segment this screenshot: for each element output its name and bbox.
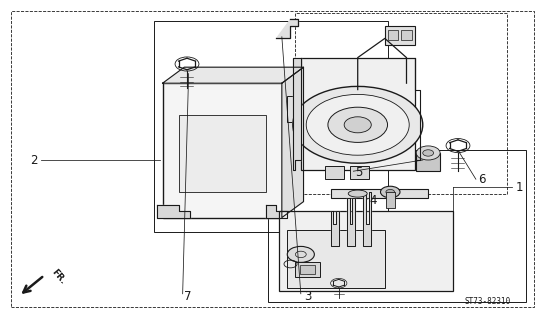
Text: FR.: FR. [50,268,67,286]
Circle shape [416,146,440,160]
Bar [163,83,282,218]
Bar [301,58,415,170]
Bar [268,150,526,302]
Text: ST73-82310: ST73-82310 [464,297,511,306]
Bar [350,166,369,179]
Circle shape [287,246,314,262]
Circle shape [293,86,423,163]
Circle shape [380,186,400,198]
Polygon shape [163,67,304,83]
Bar [331,189,428,198]
Bar [295,262,320,277]
Polygon shape [282,67,304,218]
Polygon shape [276,19,298,38]
Circle shape [306,94,409,155]
Text: 6: 6 [478,173,486,186]
Text: 1: 1 [516,181,524,194]
Bar [287,96,304,122]
Polygon shape [331,211,339,246]
Ellipse shape [348,190,367,197]
Text: 5: 5 [355,166,363,179]
Bar [154,21,388,232]
Bar [386,192,395,208]
Text: 3: 3 [305,290,312,302]
Polygon shape [363,192,371,246]
Polygon shape [293,58,301,170]
Polygon shape [266,205,287,218]
Polygon shape [157,205,190,218]
Bar [388,30,398,40]
Circle shape [344,117,371,133]
Text: 7: 7 [184,290,192,302]
Bar [279,211,453,291]
Polygon shape [347,198,355,246]
Bar [287,230,385,288]
Bar [300,265,315,274]
Bar [385,26,415,45]
Text: 2: 2 [30,154,37,166]
Bar [295,13,507,194]
Bar [401,30,412,40]
Bar [416,153,440,171]
Circle shape [328,107,388,142]
Circle shape [423,150,434,156]
Text: 4: 4 [370,194,377,207]
Bar [179,115,266,192]
Bar [325,166,344,179]
Circle shape [386,189,395,195]
